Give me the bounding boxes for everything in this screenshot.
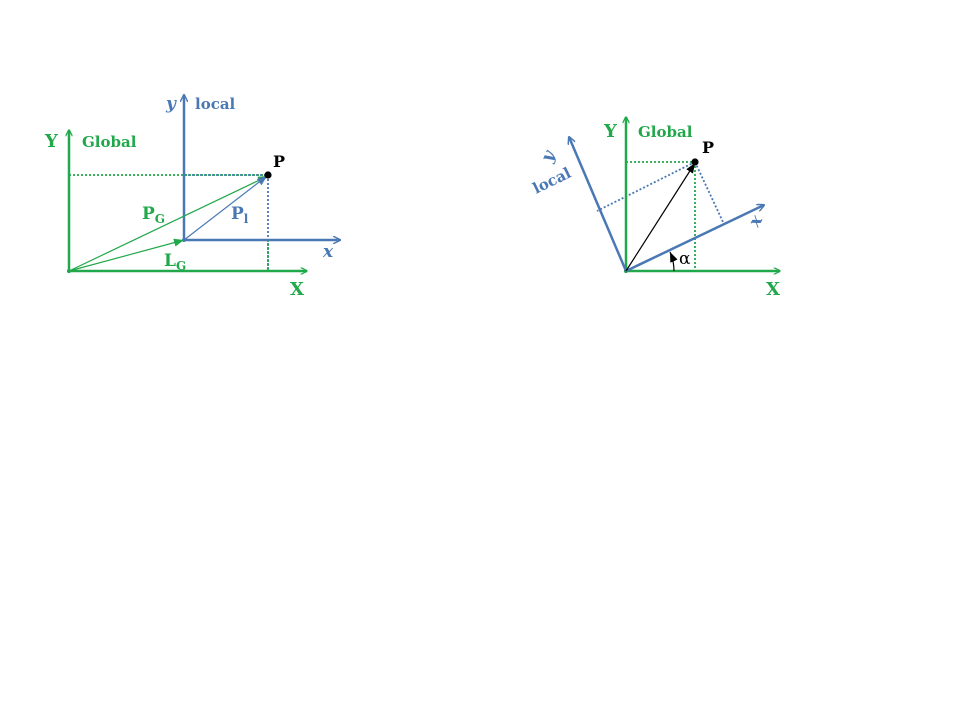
point-p-label: P bbox=[273, 152, 285, 171]
local-x-axis-right bbox=[625, 205, 764, 273]
vector-pg bbox=[68, 175, 269, 272]
global-y-label: Y bbox=[44, 131, 59, 152]
right-diagram: Y Global X P y local x α bbox=[530, 117, 780, 300]
local-label-right: local bbox=[530, 164, 574, 198]
global-label: Global bbox=[82, 133, 137, 151]
local-y-label-right: y bbox=[537, 147, 560, 166]
angle-alpha-label: α bbox=[679, 249, 691, 269]
vector-pl-main: P bbox=[231, 204, 244, 224]
vector-pl-label: Pl bbox=[231, 204, 249, 226]
global-x-label-right: X bbox=[766, 279, 780, 300]
vector-pg-subscript: G bbox=[155, 212, 165, 226]
vector-pl-subscript: l bbox=[244, 212, 249, 226]
global-label-right: Global bbox=[638, 123, 693, 141]
position-vector bbox=[625, 162, 696, 272]
local-x-label: x bbox=[322, 242, 334, 262]
local-y-label: y bbox=[165, 94, 177, 114]
local-x-label-right: x bbox=[744, 211, 767, 231]
vector-pg-label: PG bbox=[142, 204, 165, 226]
vector-lg-main: L bbox=[164, 251, 176, 271]
local-label: local bbox=[195, 95, 236, 113]
vector-lg-label: LG bbox=[164, 251, 186, 273]
point-p-marker-right bbox=[691, 158, 699, 166]
global-y-label-right: Y bbox=[603, 121, 618, 142]
vector-pg-main: P bbox=[142, 204, 155, 224]
vector-lg bbox=[68, 238, 185, 272]
vector-pl bbox=[183, 175, 268, 241]
angle-arc bbox=[669, 251, 678, 272]
left-diagram: Y Global X y local x P PG Pl LG bbox=[44, 94, 340, 300]
point-p-marker bbox=[264, 171, 272, 179]
point-p-label-right: P bbox=[702, 138, 714, 157]
dotted-guide-local-to-x bbox=[694, 161, 724, 223]
global-x-label: X bbox=[290, 279, 304, 300]
local-y-axis-right bbox=[569, 137, 628, 272]
vector-lg-subscript: G bbox=[176, 259, 186, 273]
